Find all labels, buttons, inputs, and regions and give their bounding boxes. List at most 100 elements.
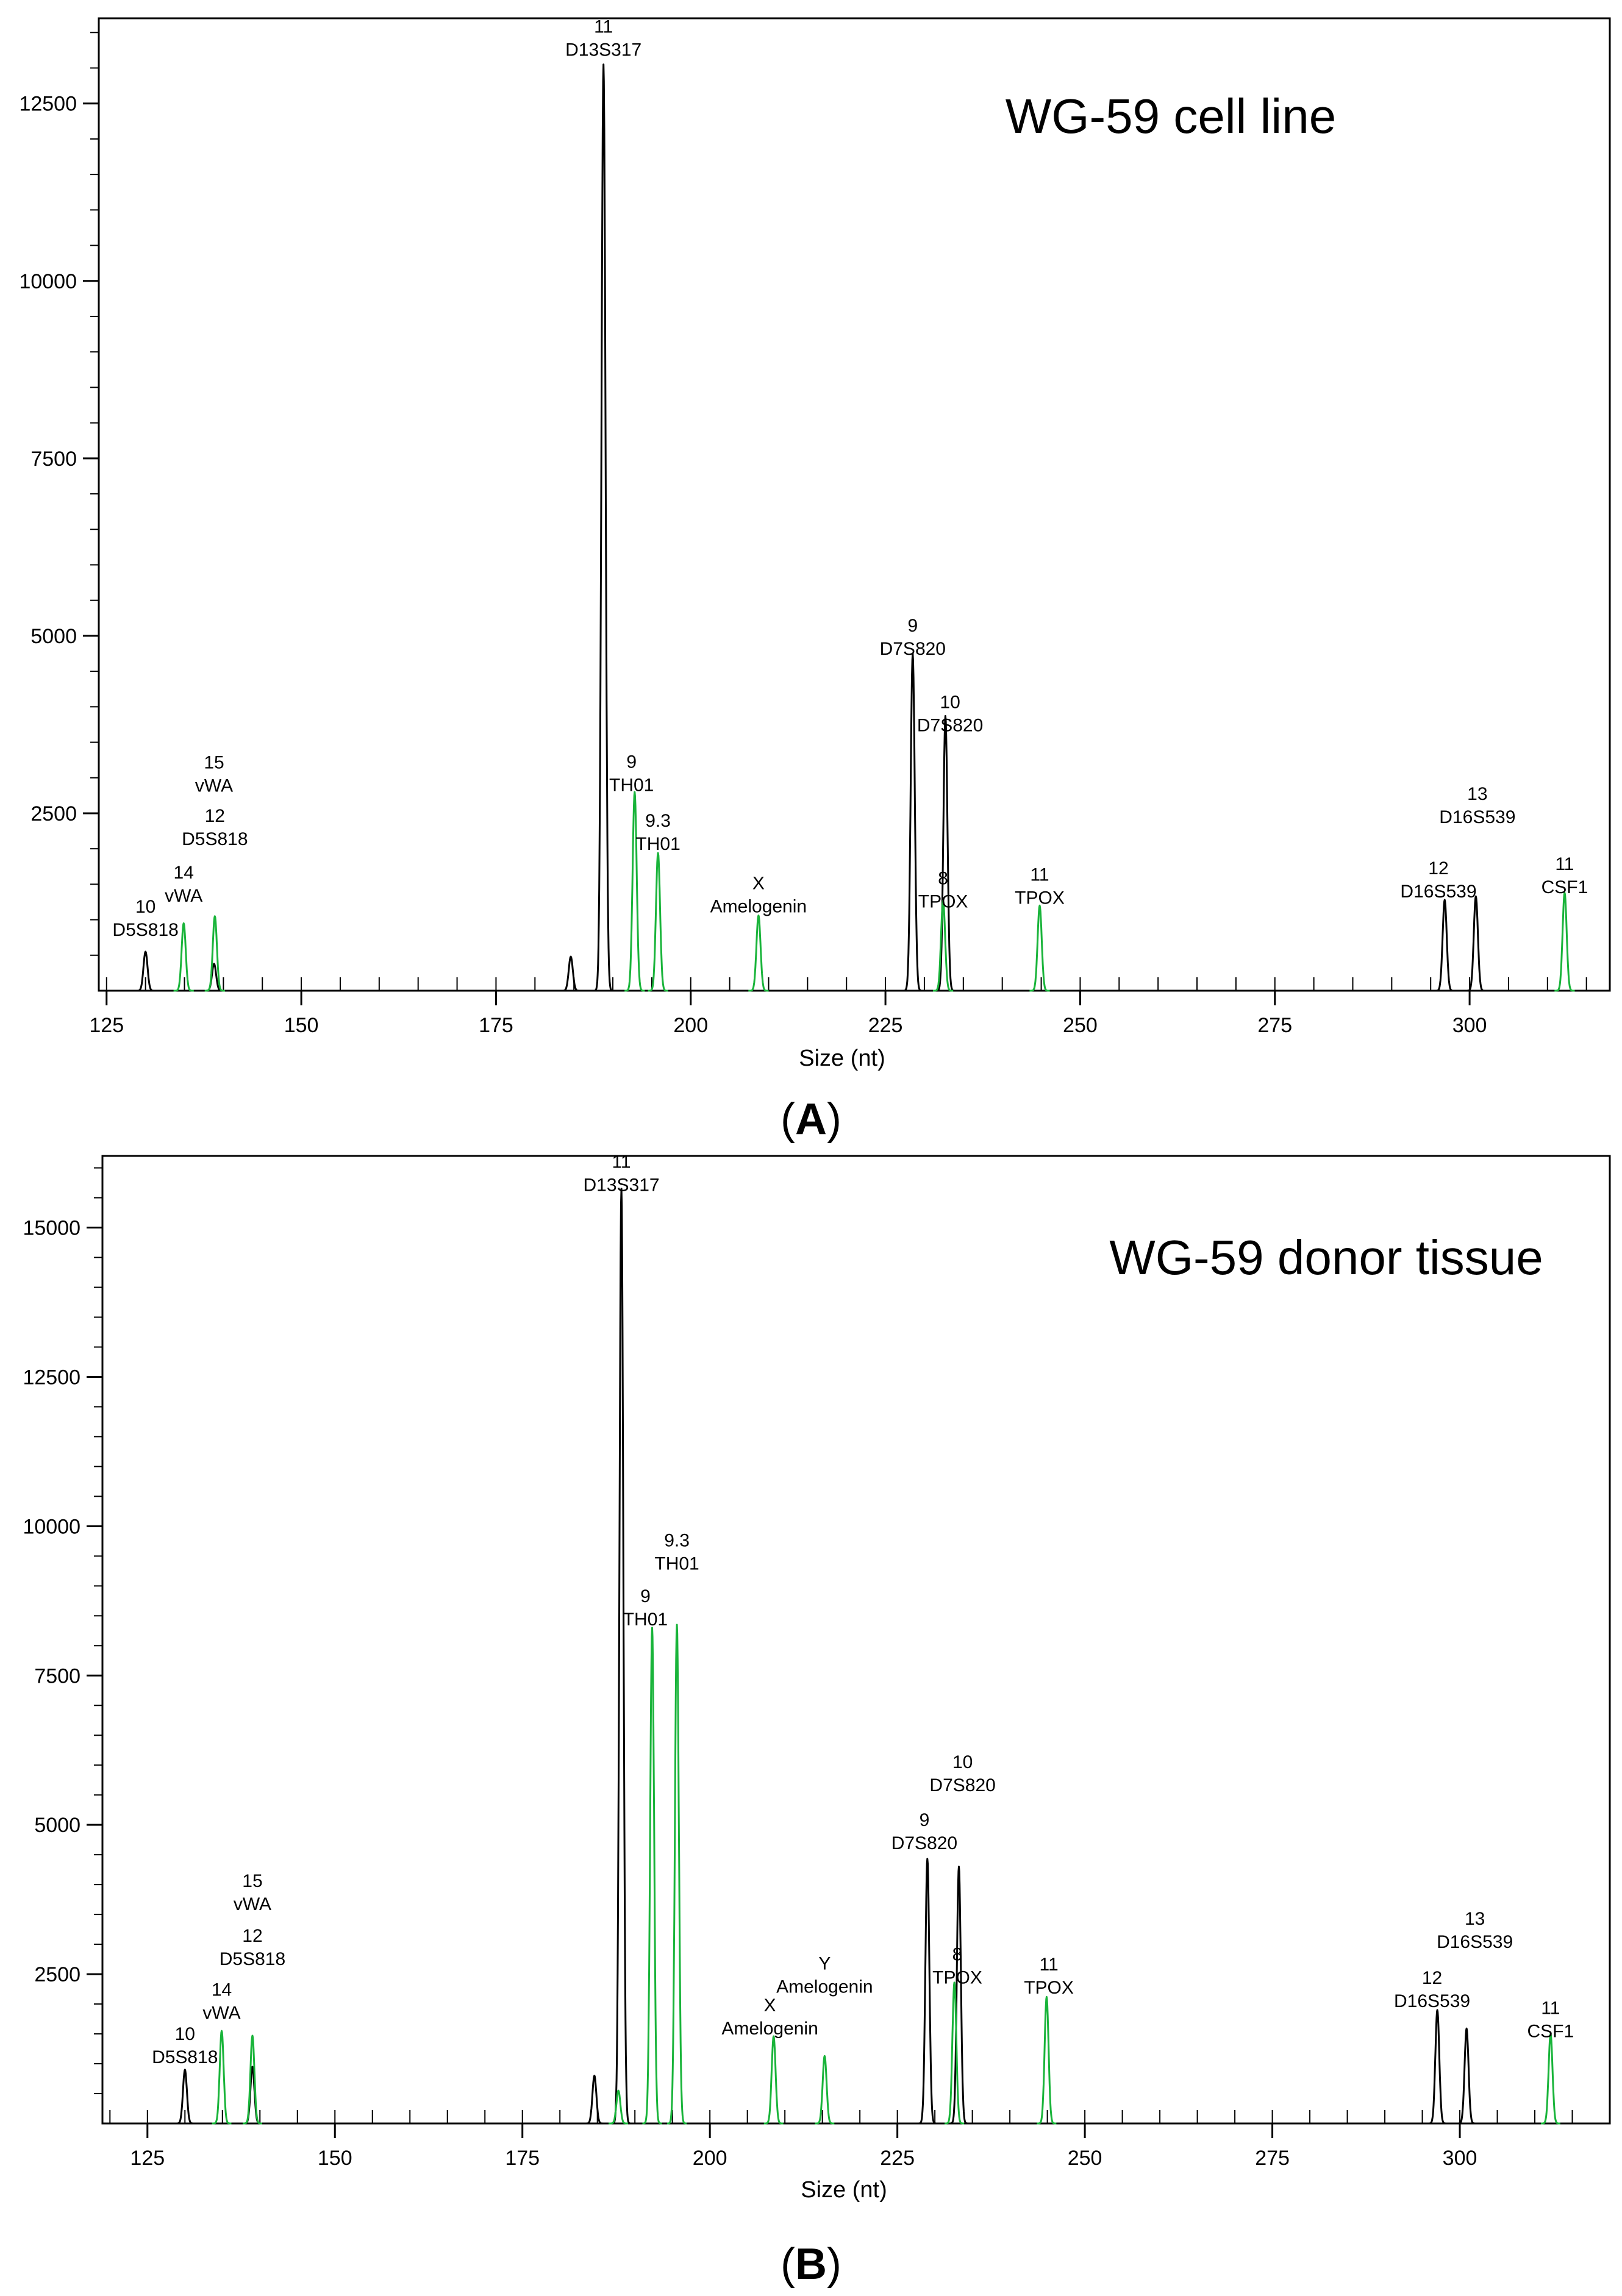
x-tick-label: 175	[505, 2147, 540, 2170]
peak-black-4	[917, 1858, 938, 2125]
annotation-line: 9	[920, 1810, 930, 1830]
annotation-line: 12	[242, 1926, 262, 1946]
peak-annotation: 10 D5S818	[112, 897, 178, 940]
annotation-line: 9	[907, 616, 918, 636]
peak-black-4	[902, 652, 924, 992]
peak-green-4	[748, 914, 770, 992]
y-tick-label: 10000	[23, 1515, 80, 1538]
peak-annotation: 8 TPOX	[918, 868, 968, 911]
annotation-line: 8	[938, 868, 948, 888]
annotation-line: D16S539	[1437, 1932, 1513, 1952]
peak-black-5	[935, 715, 956, 992]
peak-black-3	[593, 63, 615, 992]
peak-annotation: 10 D7S820	[929, 1752, 995, 1795]
peak-annotation: 9 D7S820	[891, 1810, 957, 1853]
x-tick-label: 225	[868, 1014, 903, 1037]
annotation-line: 12	[205, 806, 225, 826]
peak-green-2	[608, 2089, 629, 2125]
y-tick-label: 7500	[34, 1664, 80, 1688]
peak-green-1	[204, 915, 226, 992]
annotation-line: TH01	[609, 775, 654, 795]
panel-label-close-paren: )	[827, 2240, 841, 2289]
annotation-line: vWA	[195, 776, 233, 796]
annotation-line: 9.3	[645, 811, 671, 831]
x-tick-label: 250	[1063, 1014, 1098, 1037]
annotation-line: D7S820	[891, 1833, 957, 1853]
annotation-line: 10	[135, 897, 155, 917]
annotation-line: 14	[174, 863, 194, 883]
peak-green-7	[1554, 891, 1576, 992]
peak-annotation: 9 TH01	[609, 752, 654, 795]
peak-annotation: 15 vWA	[234, 1871, 271, 1914]
annotation-line: TH01	[623, 1610, 668, 1630]
peak-annotation: 14 vWA	[165, 863, 202, 906]
peak-annotation: 10 D5S818	[152, 2024, 218, 2067]
annotation-line: D16S539	[1439, 807, 1515, 827]
panel-b-chart: 2500 5000 7500 10000 12500 15000 125 150 175 200 2…	[23, 1152, 1611, 2289]
y-tick-label: 12500	[23, 1366, 80, 1389]
peak-black-0	[135, 950, 157, 992]
plot-frame	[98, 17, 1611, 992]
peak-annotation: 14 vWA	[202, 1980, 240, 2023]
x-tick-label: 300	[1452, 1014, 1487, 1037]
peak-annotation: 11 D13S317	[565, 16, 641, 60]
annotation-line: CSF1	[1542, 877, 1588, 897]
annotation-line: 9.3	[664, 1531, 690, 1551]
x-axis-label: Size (nt)	[801, 2177, 887, 2203]
x-tick-label: 300	[1443, 2147, 1477, 2170]
peak-annotation: 11 TPOX	[1015, 865, 1065, 908]
annotation-line: X	[752, 874, 765, 894]
x-tick-label: 275	[1255, 2147, 1290, 2170]
x-tick-label: 125	[130, 2147, 165, 2170]
annotation-line: 8	[952, 1945, 963, 1965]
peak-green-1	[242, 2034, 263, 2125]
peak-annotation: 11 CSF1	[1527, 1998, 1574, 2042]
annotation-line: Y	[818, 1953, 831, 1973]
annotation-line: 11	[1555, 854, 1574, 874]
panel-label-letter: B	[795, 2240, 827, 2289]
y-tick-label: 15000	[23, 1217, 80, 1240]
peak-black-0	[174, 2069, 196, 2125]
x-tick-label: 200	[673, 1014, 708, 1037]
peak-annotation: 9 TH01	[623, 1586, 668, 1630]
peak-green-3	[641, 1627, 663, 2125]
peak-black-1	[203, 963, 225, 992]
panel-a-chart: 2500 5000 7500 10000 12500 125 150 175 200 225 250…	[19, 16, 1611, 1144]
annotation-line: X	[764, 1995, 776, 2016]
peak-annotation: 15 vWA	[195, 753, 233, 796]
panel-label-letter: A	[795, 1095, 827, 1144]
peak-annotation: 9.3 TH01	[635, 811, 680, 854]
x-tick-label: 150	[284, 1014, 319, 1037]
annotation-line: D13S317	[565, 40, 641, 60]
x-axis-label: Size (nt)	[799, 1046, 885, 1071]
y-tick-label: 5000	[30, 625, 77, 648]
annotation-line: 15	[204, 753, 224, 773]
peak-annotation: 11 TPOX	[1024, 1955, 1074, 1998]
peak-black-7	[1465, 895, 1487, 992]
annotation-line: Amelogenin	[776, 1977, 873, 1997]
annotation-line: TPOX	[1024, 1978, 1074, 1998]
annotation-line: vWA	[202, 2003, 240, 2023]
peak-black-1	[242, 2066, 263, 2125]
annotation-line: 10	[175, 2024, 195, 2044]
y-tick-label: 2500	[34, 1963, 80, 1986]
peak-annotation: 13 D16S539	[1439, 784, 1515, 827]
peak-annotation: 12 D5S818	[220, 1926, 285, 1969]
peak-green-6	[1029, 904, 1051, 992]
peak-annotation: 9.3 TH01	[654, 1531, 699, 1574]
annotation-line: 14	[212, 1980, 232, 2000]
peak-annotation: 9 D7S820	[880, 616, 946, 659]
annotation-line: 9	[640, 1586, 651, 1606]
chart-title: WG-59 donor tissue	[1109, 1230, 1543, 1285]
peak-green-5	[763, 2035, 784, 2125]
annotation-line: D7S820	[880, 639, 946, 659]
peak-annotation: 12 D16S539	[1394, 1968, 1470, 2011]
peak-green-8	[1036, 1995, 1057, 2125]
annotation-line: 11	[1030, 865, 1049, 885]
peak-black-7	[1456, 2027, 1477, 2125]
annotation-line: 9	[626, 752, 637, 772]
annotation-line: 15	[242, 1871, 262, 1891]
peak-green-7	[944, 1981, 965, 2125]
peak-green-6	[814, 2055, 835, 2125]
